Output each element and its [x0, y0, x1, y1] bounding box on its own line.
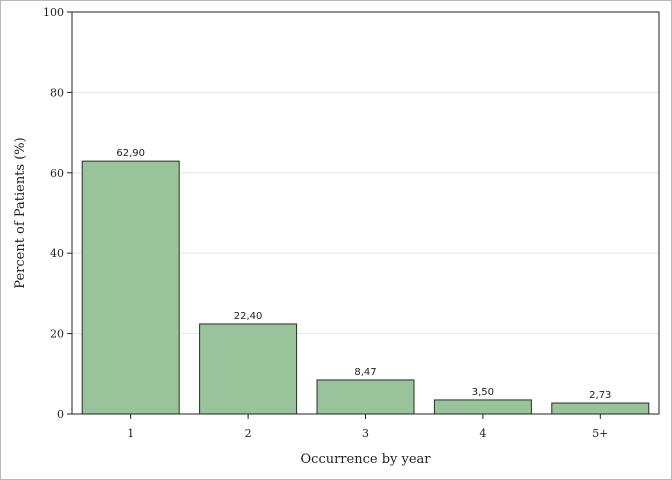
data-label: 3,50: [472, 387, 494, 398]
x-axis-title: Occurrence by year: [301, 452, 432, 467]
y-tick-label: 0: [57, 408, 64, 421]
data-label: 2,73: [589, 390, 611, 401]
bar: [199, 323, 298, 415]
y-axis-title: Percent of Patients (%): [13, 137, 28, 288]
y-tick-label: 80: [50, 86, 64, 99]
x-tick-label: 5+: [592, 427, 608, 440]
y-tick-label: 40: [50, 247, 64, 260]
data-label: 8,47: [354, 367, 376, 378]
bar: [316, 379, 415, 415]
bar: [551, 402, 650, 415]
x-tick-label: 3: [362, 427, 369, 440]
x-axis: 1 2 3 4 5+: [127, 414, 608, 440]
bar: [81, 160, 180, 415]
y-axis: 0 20 40 60 80 100: [43, 6, 72, 421]
data-labels: 62,90 22,40 8,47 3,50 2,73: [116, 148, 611, 401]
bar: [433, 399, 532, 415]
y-tick-label: 100: [43, 6, 64, 19]
data-label: 62,90: [116, 148, 145, 159]
x-tick-label: 4: [479, 427, 486, 440]
x-tick-label: 2: [245, 427, 252, 440]
y-tick-label: 20: [50, 328, 64, 341]
data-label: 22,40: [234, 311, 263, 322]
x-tick-label: 1: [127, 427, 134, 440]
y-tick-label: 60: [50, 167, 64, 180]
